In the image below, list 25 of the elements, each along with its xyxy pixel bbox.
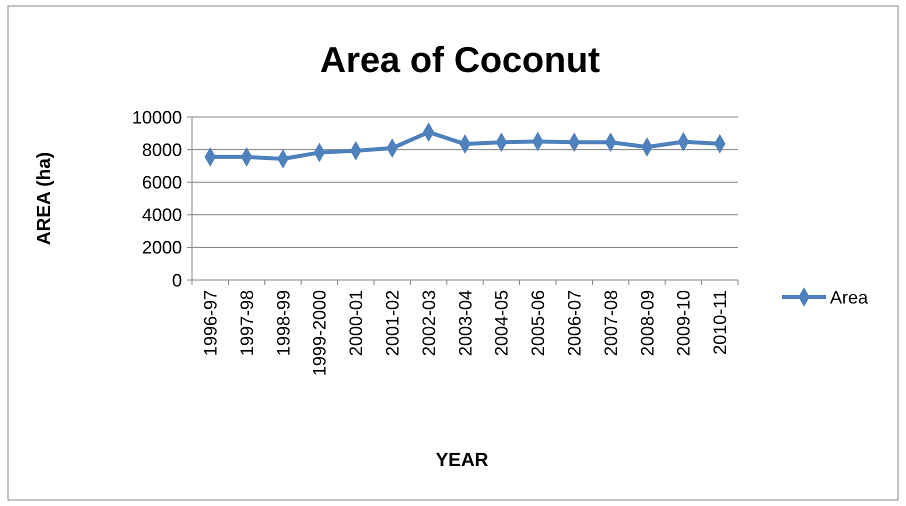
x-tick-label: 2000-01 (346, 290, 366, 356)
legend-label: Area (830, 287, 870, 308)
x-tick-label: 2003-04 (455, 290, 476, 356)
y-tick-label: 8000 (142, 140, 182, 160)
x-tick-label: 1996-97 (200, 290, 220, 356)
y-tick-label: 2000 (142, 238, 182, 258)
x-tick-label: 2010-11 (710, 290, 730, 355)
y-tick-label: 10000 (132, 107, 182, 128)
x-tick-label: 2007-08 (600, 290, 621, 356)
x-tick-label: 2008-09 (637, 290, 658, 356)
x-axis-title: YEAR (436, 450, 489, 471)
y-tick-label: 0 (172, 270, 182, 290)
y-axis-title: AREA (ha) (34, 152, 55, 246)
x-tick-label: 1997-98 (236, 290, 257, 356)
y-tick-label: 4000 (142, 205, 182, 226)
x-tick-label: 2009-10 (674, 290, 694, 356)
x-tick-label: 1999-2000 (310, 290, 330, 376)
x-tick-label: 2006-07 (564, 290, 584, 356)
x-tick-label: 2005-06 (528, 290, 548, 356)
y-tick-label: 6000 (142, 172, 182, 192)
x-tick-label: 2004-05 (492, 290, 512, 356)
chart-title: Area of Coconut (320, 39, 600, 80)
x-tick-label: 1998-99 (273, 290, 294, 356)
x-tick-label: 2001-02 (382, 290, 402, 356)
x-tick-label: 2002-03 (418, 290, 439, 356)
